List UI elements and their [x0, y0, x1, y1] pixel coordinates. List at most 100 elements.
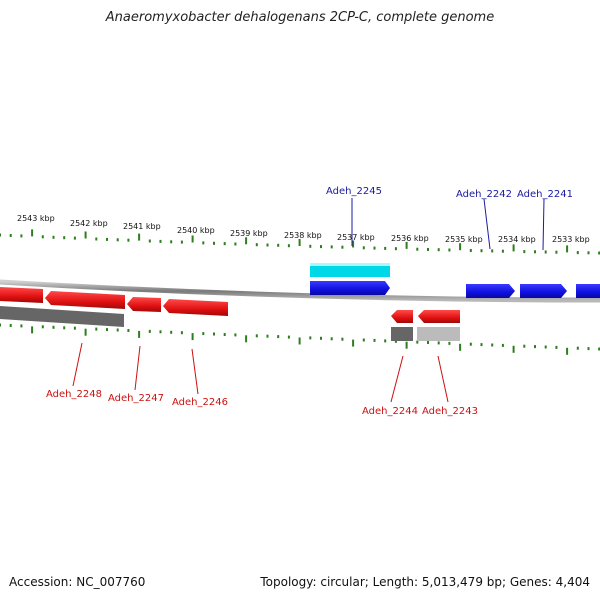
- minor-tick: [287, 244, 290, 248]
- gene-arrow-adeh-2242[interactable]: [466, 284, 515, 298]
- minor-tick: [384, 339, 387, 343]
- gene-label-adeh-2241[interactable]: Adeh_2241: [517, 189, 573, 200]
- reverse-strand-features: [0, 287, 460, 341]
- gene-block-offscreen[interactable]: [576, 284, 600, 298]
- minor-tick: [277, 335, 280, 339]
- tick-label: 2533 kbp: [552, 235, 590, 244]
- minor-tick: [341, 337, 344, 341]
- minor-tick: [255, 243, 258, 247]
- minor-tick: [202, 241, 205, 245]
- major-tick: [245, 237, 248, 245]
- major-tick: [31, 229, 34, 237]
- minor-tick: [202, 332, 205, 336]
- reverse-gene-labels: Adeh_2248 Adeh_2247 Adeh_2246 Adeh_2244 …: [46, 389, 478, 417]
- minor-tick: [480, 343, 483, 347]
- minor-tick: [73, 236, 76, 240]
- forward-gene-labels: Adeh_2245 Adeh_2242 Adeh_2241: [326, 186, 573, 200]
- light-feature-right[interactable]: [417, 327, 460, 341]
- gene-label-adeh-2246[interactable]: Adeh_2246: [172, 397, 228, 408]
- minor-tick: [9, 234, 12, 237]
- minor-tick: [534, 345, 536, 349]
- major-tick: [138, 233, 141, 241]
- major-tick: [352, 339, 355, 347]
- minor-tick: [523, 250, 526, 254]
- minor-tick: [255, 334, 258, 338]
- minor-tick: [362, 338, 365, 342]
- tick-label: 2537 kbp: [337, 233, 375, 242]
- minor-tick: [170, 240, 173, 244]
- gene-label-adeh-2247[interactable]: Adeh_2247: [108, 393, 164, 404]
- minor-tick: [309, 336, 312, 340]
- gene-label-adeh-2242[interactable]: Adeh_2242: [456, 189, 512, 200]
- gene-arrow-adeh-2247[interactable]: [127, 297, 161, 312]
- minor-tick: [309, 244, 312, 248]
- forward-strand-features: [310, 263, 600, 298]
- minor-tick: [95, 327, 98, 331]
- dark-feature-left[interactable]: [0, 306, 124, 327]
- minor-tick: [106, 328, 108, 332]
- tick-label: 2540 kbp: [177, 226, 215, 235]
- minor-tick: [20, 234, 23, 238]
- gene-label-adeh-2245[interactable]: Adeh_2245: [326, 186, 382, 197]
- minor-tick: [266, 334, 269, 338]
- minor-tick: [287, 335, 290, 339]
- gene-arrow-adeh-2248[interactable]: [45, 291, 125, 309]
- major-tick: [405, 241, 408, 249]
- gene-label-adeh-2248[interactable]: Adeh_2248: [46, 389, 102, 400]
- gene-label-adeh-2243[interactable]: Adeh_2243: [422, 406, 478, 417]
- minor-tick: [373, 338, 376, 342]
- connector-adeh-2247: [134, 345, 141, 391]
- major-tick: [298, 239, 301, 246]
- minor-tick: [480, 249, 483, 253]
- minor-tick: [116, 238, 119, 242]
- gene-arrow-adeh-2241[interactable]: [520, 284, 567, 298]
- minor-tick: [469, 342, 472, 346]
- label-connectors: [72, 198, 545, 403]
- minor-tick: [266, 243, 269, 247]
- minor-tick: [501, 249, 504, 253]
- minor-tick: [555, 345, 558, 349]
- minor-tick: [234, 242, 237, 246]
- tick-label: 2539 kbp: [230, 229, 268, 238]
- accession-text: Accession: NC_007760: [9, 575, 146, 589]
- tick-label: 2538 kbp: [284, 231, 322, 240]
- tick-label: 2542 kbp: [70, 219, 108, 228]
- tick-label: 2534 kbp: [498, 235, 536, 244]
- connector-adeh-2241: [542, 198, 545, 251]
- major-tick: [84, 328, 87, 336]
- minor-tick: [523, 344, 526, 348]
- gene-label-adeh-2244[interactable]: Adeh_2244: [362, 406, 418, 417]
- major-tick: [459, 243, 462, 251]
- gene-arrow-left-partial[interactable]: [0, 287, 43, 303]
- gene-arrow-adeh-2245[interactable]: [310, 281, 390, 295]
- minor-tick: [63, 326, 66, 330]
- minor-tick: [501, 343, 504, 347]
- major-tick: [405, 341, 408, 349]
- minor-tick: [330, 245, 333, 249]
- minor-tick: [544, 345, 547, 349]
- gene-arrow-adeh-2243[interactable]: [418, 310, 460, 323]
- gene-arrow-adeh-2244[interactable]: [391, 310, 413, 323]
- minor-tick: [180, 240, 183, 244]
- minor-tick: [416, 340, 419, 344]
- cyan-feature[interactable]: [310, 263, 390, 277]
- inner-tick-ring: [0, 323, 600, 355]
- minor-tick: [384, 246, 387, 250]
- major-tick: [191, 333, 194, 341]
- major-tick: [459, 343, 462, 351]
- major-tick: [138, 330, 141, 338]
- genome-backbone: [0, 279, 600, 303]
- minor-tick: [437, 248, 440, 252]
- minor-tick: [394, 339, 397, 343]
- minor-tick: [373, 246, 376, 250]
- minor-tick: [180, 331, 183, 335]
- minor-tick: [159, 239, 162, 243]
- dark-feature-right[interactable]: [391, 327, 413, 341]
- minor-tick: [20, 324, 23, 328]
- minor-tick: [320, 245, 322, 249]
- connector-adeh-2248: [72, 342, 83, 387]
- minor-tick: [277, 243, 280, 247]
- minor-tick: [362, 246, 365, 250]
- gene-arrow-adeh-2246[interactable]: [163, 299, 228, 316]
